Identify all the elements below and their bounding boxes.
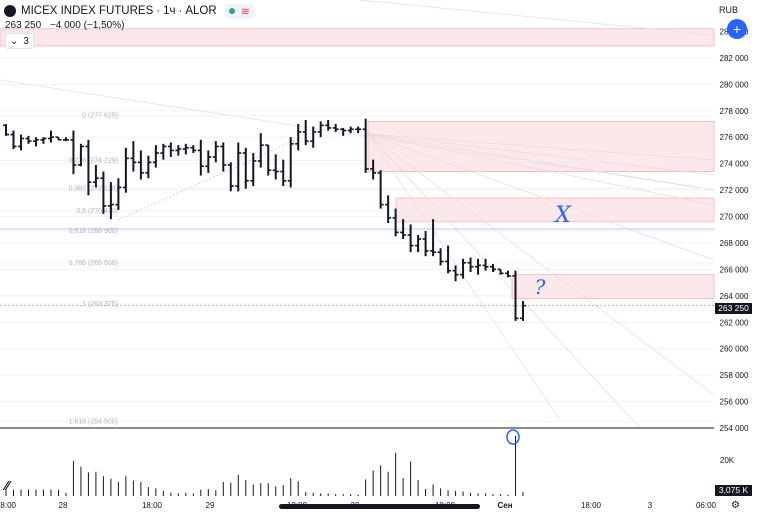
chevron-down-icon: ⌄ <box>10 35 19 47</box>
plus-icon[interactable]: + <box>727 19 747 39</box>
fan-line <box>367 133 715 161</box>
y-tick-label: 260 000 <box>720 345 749 354</box>
fib-level-label: 0,786 (266 500) <box>69 260 118 267</box>
x-tick-label: 18:00 <box>581 501 602 510</box>
y-tick-label: 266 000 <box>720 265 749 274</box>
fan-line <box>367 133 641 429</box>
x-tick-label: Сен <box>497 501 512 510</box>
header-separator: · <box>178 5 183 17</box>
interval-label[interactable]: 1ч <box>163 5 176 17</box>
quote-price: 263 250 <box>5 20 42 31</box>
x-tick-label: 18:00 <box>0 501 17 510</box>
trend-line <box>359 0 715 36</box>
volume-tag: 3,075 K <box>715 485 752 496</box>
fib-level-label: 1 (263 375) <box>82 301 118 308</box>
header-separator: · <box>156 5 161 17</box>
annotation-question: ? <box>535 275 546 299</box>
delay-wave-icon: ≋ <box>240 5 250 18</box>
fib-level-label: 0,236 (274 229) <box>69 158 118 165</box>
x-tick-label: 18:00 <box>142 501 163 510</box>
x-tick-label: 06:00 <box>696 501 717 510</box>
trend-line <box>0 79 715 191</box>
fan-line <box>367 133 715 261</box>
gear-icon[interactable]: ⚙ <box>731 500 740 511</box>
y-tick-label: 268 000 <box>720 239 749 248</box>
indicator-count: 3 <box>23 35 29 47</box>
y-tick-label: 256 000 <box>720 398 749 407</box>
quote-line: 263 250 −4 000 (−1,50%) <box>5 20 130 31</box>
quote-change: −4 000 (−1,50%) <box>49 20 125 31</box>
indicators-toggle-button[interactable]: ⌄ 3 <box>5 33 34 49</box>
y-tick-label: 254 000 <box>720 424 749 433</box>
currency-label[interactable]: RUB <box>718 5 738 15</box>
y-tick-label: 282 000 <box>720 54 749 63</box>
fan-line <box>367 133 715 396</box>
y-tick-label: 270 000 <box>720 213 749 222</box>
y-tick-label: 278 000 <box>720 107 749 116</box>
last-price-tag: 263 250 <box>715 303 752 314</box>
fib-level-label: 1,618 (254 500) <box>69 418 118 425</box>
fan-line <box>367 133 715 206</box>
resistance-zone <box>0 28 715 47</box>
symbol-title[interactable]: MICEX INDEX FUTURES <box>21 5 154 17</box>
x-tick-label: 3 <box>648 501 653 510</box>
fan-line <box>367 133 715 176</box>
x-tick-label: 29 <box>206 501 215 510</box>
volume-tick-label: 20K <box>720 456 735 465</box>
time-scrollbar[interactable] <box>279 504 480 509</box>
broker-label: ALOR <box>185 5 217 17</box>
fib-level-label: 0,382 (272 128) <box>69 185 118 192</box>
y-tick-label: 280 000 <box>720 80 749 89</box>
fib-level-label: 0,618 (268 900) <box>69 228 118 235</box>
annotation-circle <box>506 429 520 445</box>
tradingview-logo-icon[interactable]: ⁄⁄ <box>5 478 10 493</box>
y-tick-label: 262 000 <box>720 318 749 327</box>
exchange-logo-icon <box>4 5 16 17</box>
fan-line <box>367 133 715 191</box>
fib-level-label: 0,5 (270 430) <box>76 208 118 215</box>
symbol-header[interactable]: MICEX INDEX FUTURES · 1ч · ALOR ≋ <box>4 3 254 19</box>
resistance-zone <box>367 120 715 172</box>
fib-level-label: 0 (277 625) <box>82 113 118 120</box>
y-tick-label: 258 000 <box>720 371 749 380</box>
fib-trend-line <box>117 137 301 221</box>
x-tick-label: 28 <box>59 501 68 510</box>
y-tick-label: 276 000 <box>720 133 749 142</box>
y-tick-label: 264 000 <box>720 292 749 301</box>
y-tick-label: 272 000 <box>720 186 749 195</box>
market-open-dot-icon <box>228 8 235 14</box>
y-tick-label: 274 000 <box>720 160 749 169</box>
status-pill[interactable]: ≋ <box>224 3 254 19</box>
annotation-x: X <box>553 203 572 228</box>
